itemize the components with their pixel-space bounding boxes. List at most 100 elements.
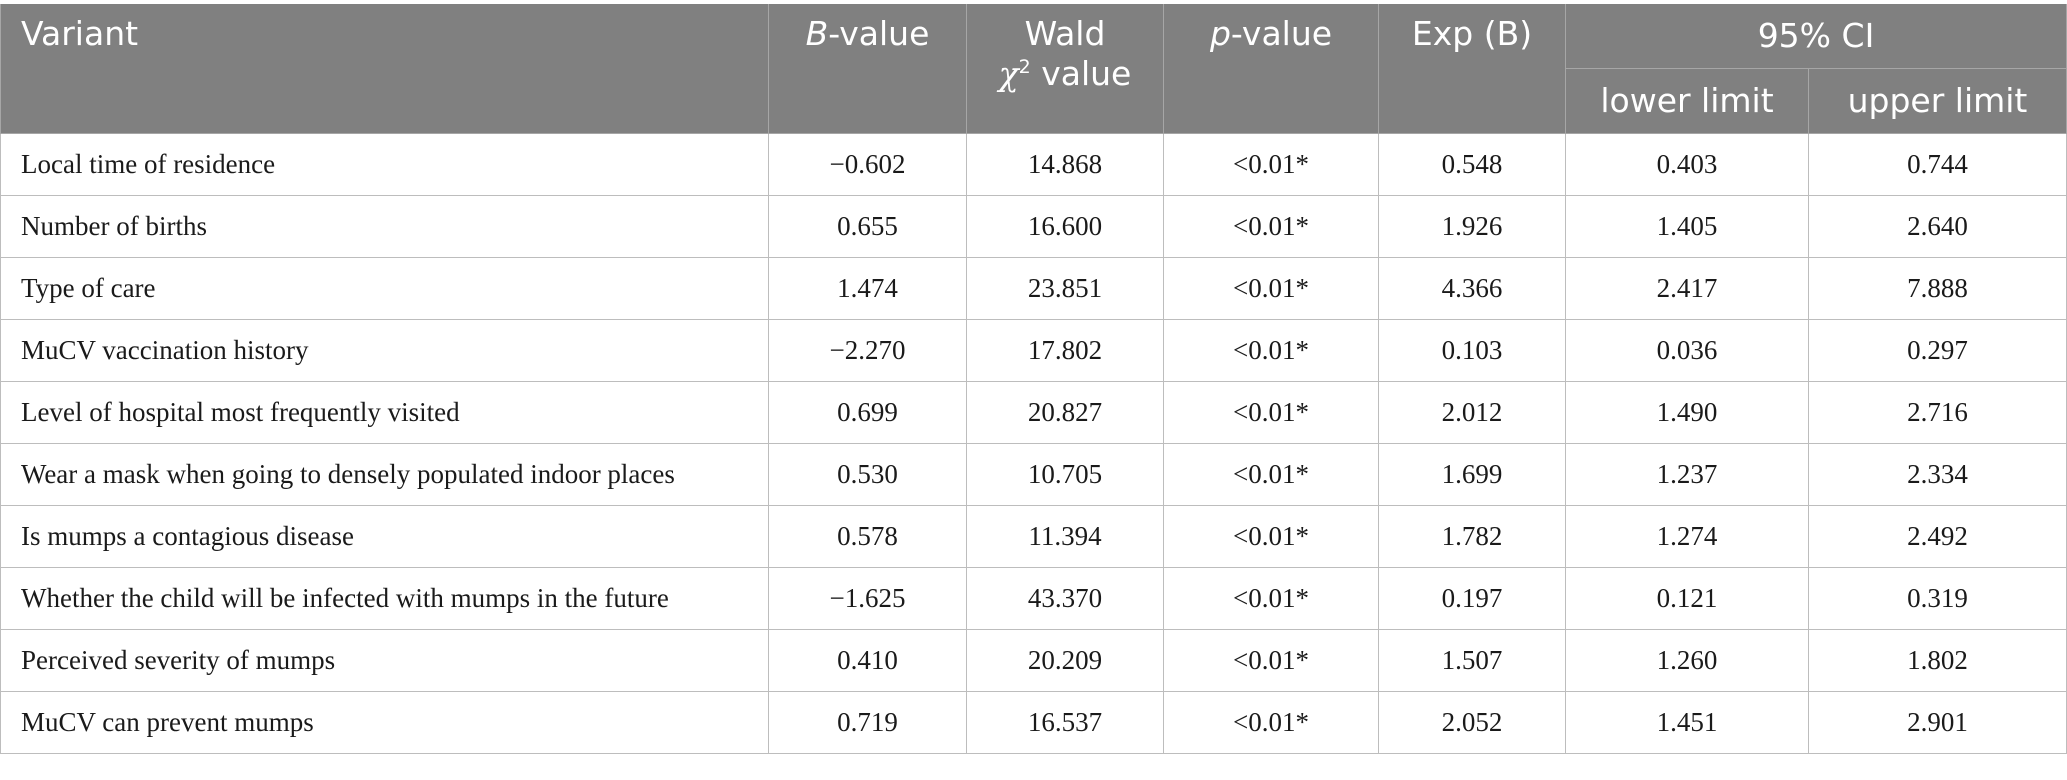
cell-ci-lower: 1.451 — [1565, 691, 1809, 754]
cell-variant: Whether the child will be infected with … — [0, 567, 769, 630]
cell-ci-upper: 1.802 — [1808, 629, 2067, 692]
cell-ci-lower: 2.417 — [1565, 257, 1809, 320]
cell-variant: Wear a mask when going to densely popula… — [0, 443, 769, 506]
table-row: Whether the child will be infected with … — [0, 567, 2067, 630]
cell-variant: Type of care — [0, 257, 769, 320]
cell-b-value: 0.655 — [768, 195, 967, 258]
header-b-value: B-value — [768, 4, 967, 134]
cell-wald-value: 14.868 — [966, 133, 1164, 196]
cell-p-value: <0.01* — [1163, 505, 1379, 568]
table-row: Wear a mask when going to densely popula… — [0, 443, 2067, 506]
header-row-main: Variant B-value Wald χ2 value p-value Exp… — [0, 4, 2067, 134]
header-lower-limit: lower limit — [1565, 68, 1809, 134]
cell-wald-value: 10.705 — [966, 443, 1164, 506]
cell-b-value: 0.530 — [768, 443, 967, 506]
cell-exp-b: 1.926 — [1378, 195, 1566, 258]
cell-ci-upper: 2.901 — [1808, 691, 2067, 754]
cell-wald-value: 16.600 — [966, 195, 1164, 258]
cell-p-value: <0.01* — [1163, 629, 1379, 692]
table-header: Variant B-value Wald χ2 value p-value Exp… — [0, 4, 2067, 134]
cell-exp-b: 0.197 — [1378, 567, 1566, 630]
cell-exp-b: 1.699 — [1378, 443, 1566, 506]
cell-wald-value: 17.802 — [966, 319, 1164, 382]
header-chi-superscript: 2 — [1018, 56, 1031, 78]
cell-wald-value: 20.209 — [966, 629, 1164, 692]
cell-ci-lower: 1.260 — [1565, 629, 1809, 692]
cell-b-value: −1.625 — [768, 567, 967, 630]
cell-ci-upper: 0.744 — [1808, 133, 2067, 196]
cell-b-value: −0.602 — [768, 133, 967, 196]
cell-b-value: −2.270 — [768, 319, 967, 382]
header-exp-b: Exp (B) — [1378, 4, 1566, 134]
cell-p-value: <0.01* — [1163, 195, 1379, 258]
cell-ci-upper: 2.640 — [1808, 195, 2067, 258]
table-row: Is mumps a contagious disease 0.578 11.394… — [0, 505, 2067, 568]
cell-b-value: 0.719 — [768, 691, 967, 754]
cell-wald-value: 20.827 — [966, 381, 1164, 444]
header-p-symbol: p — [1209, 14, 1231, 53]
table-row: Perceived severity of mumps 0.410 20.209 <0… — [0, 629, 2067, 692]
header-p-value: p-value — [1163, 4, 1379, 134]
cell-ci-upper: 2.716 — [1808, 381, 2067, 444]
cell-p-value: <0.01* — [1163, 443, 1379, 506]
cell-variant: Number of births — [0, 195, 769, 258]
cell-ci-upper: 2.492 — [1808, 505, 2067, 568]
cell-exp-b: 2.012 — [1378, 381, 1566, 444]
cell-b-value: 0.578 — [768, 505, 967, 568]
cell-variant: Perceived severity of mumps — [0, 629, 769, 692]
table-row: Level of hospital most frequently visite… — [0, 381, 2067, 444]
header-wald-suffix: value — [1030, 54, 1132, 93]
cell-exp-b: 0.548 — [1378, 133, 1566, 196]
table-row: Number of births 0.655 16.600 <0.01* 1.926 1.… — [0, 195, 2067, 258]
cell-exp-b: 2.052 — [1378, 691, 1566, 754]
cell-exp-b: 4.366 — [1378, 257, 1566, 320]
cell-exp-b: 0.103 — [1378, 319, 1566, 382]
cell-p-value: <0.01* — [1163, 567, 1379, 630]
cell-variant: MuCV vaccination history — [0, 319, 769, 382]
header-wald: Wald χ2 value — [966, 4, 1164, 134]
cell-p-value: <0.01* — [1163, 319, 1379, 382]
cell-wald-value: 23.851 — [966, 257, 1164, 320]
header-wald-line1: Wald — [1024, 14, 1106, 53]
regression-table-container: Variant B-value Wald χ2 value p-value Exp… — [0, 4, 2067, 754]
cell-ci-lower: 0.121 — [1565, 567, 1809, 630]
header-b-suffix: -value — [828, 14, 930, 53]
table-row: MuCV can prevent mumps 0.719 16.537 <0.01* 2… — [0, 691, 2067, 754]
cell-ci-lower: 0.036 — [1565, 319, 1809, 382]
cell-variant: MuCV can prevent mumps — [0, 691, 769, 754]
header-b-symbol: B — [805, 14, 829, 53]
table-body: Local time of residence −0.602 14.868 <0.01… — [0, 133, 2067, 754]
cell-b-value: 0.410 — [768, 629, 967, 692]
cell-b-value: 1.474 — [768, 257, 967, 320]
table-row: Local time of residence −0.602 14.868 <0.01… — [0, 133, 2067, 196]
header-row-sub: lower limit upper limit — [1, 68, 2067, 134]
cell-variant: Is mumps a contagious disease — [0, 505, 769, 568]
header-upper-limit: upper limit — [1808, 68, 2067, 134]
header-p-suffix: -value — [1230, 14, 1333, 53]
cell-ci-lower: 1.490 — [1565, 381, 1809, 444]
cell-ci-upper: 0.297 — [1808, 319, 2067, 382]
cell-p-value: <0.01* — [1163, 691, 1379, 754]
cell-ci-upper: 2.334 — [1808, 443, 2067, 506]
cell-ci-lower: 1.237 — [1565, 443, 1809, 506]
header-variant: Variant — [0, 4, 769, 134]
cell-ci-lower: 1.274 — [1565, 505, 1809, 568]
cell-wald-value: 43.370 — [966, 567, 1164, 630]
table-row: MuCV vaccination history −2.270 17.802 <0.0… — [0, 319, 2067, 382]
cell-exp-b: 1.507 — [1378, 629, 1566, 692]
cell-wald-value: 16.537 — [966, 691, 1164, 754]
cell-p-value: <0.01* — [1163, 257, 1379, 320]
cell-wald-value: 11.394 — [966, 505, 1164, 568]
cell-ci-upper: 0.319 — [1808, 567, 2067, 630]
cell-variant: Local time of residence — [0, 133, 769, 196]
cell-variant: Level of hospital most frequently visite… — [0, 381, 769, 444]
regression-table: Variant B-value Wald χ2 value p-value Exp… — [0, 4, 2067, 754]
header-95-ci: 95% CI — [1565, 4, 2067, 69]
cell-ci-upper: 7.888 — [1808, 257, 2067, 320]
cell-b-value: 0.699 — [768, 381, 967, 444]
cell-ci-lower: 0.403 — [1565, 133, 1809, 196]
table-row: Type of care 1.474 23.851 <0.01* 4.366 2.417 7… — [0, 257, 2067, 320]
header-chi-symbol: χ — [998, 54, 1019, 93]
cell-ci-lower: 1.405 — [1565, 195, 1809, 258]
cell-p-value: <0.01* — [1163, 381, 1379, 444]
